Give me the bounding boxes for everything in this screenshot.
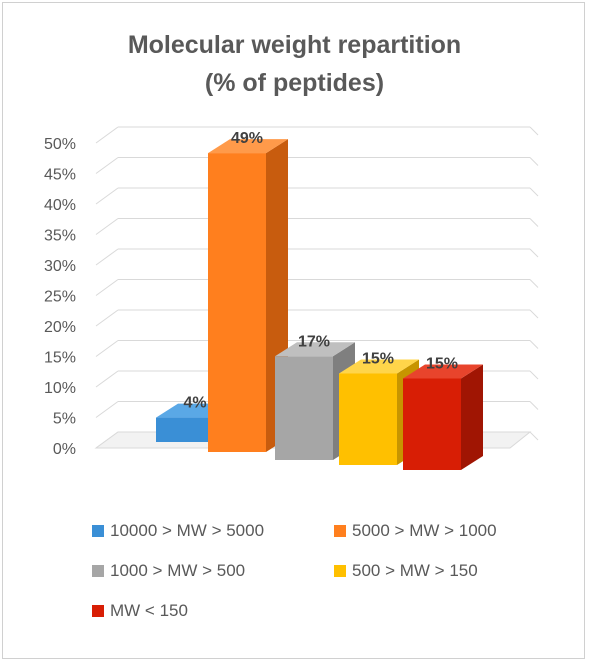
y-tick-label: 5% xyxy=(53,411,76,428)
gridline-edge xyxy=(529,187,539,197)
chart-subtitle: (% of peptides) xyxy=(204,69,385,97)
y-tick-label: 10% xyxy=(44,380,76,397)
legend-swatch xyxy=(92,565,104,577)
legend-item: 500 > MW > 150 xyxy=(334,561,478,581)
gridline-edge xyxy=(529,157,539,166)
bar xyxy=(403,364,483,470)
gridline-edge xyxy=(529,431,539,441)
y-tick-label: 35% xyxy=(44,228,76,245)
y-tick-label: 30% xyxy=(44,258,76,275)
bar-top xyxy=(275,342,355,357)
data-label: 4% xyxy=(183,395,206,412)
bar-front xyxy=(403,378,461,470)
bar-front xyxy=(275,356,333,460)
gridline-depth xyxy=(95,218,119,235)
y-tick-label: 25% xyxy=(44,289,76,306)
bar-front xyxy=(339,373,397,465)
bar-side xyxy=(461,364,483,470)
legend-item: 1000 > MW > 500 xyxy=(92,561,245,581)
gridline-depth xyxy=(95,309,119,327)
legend-label: 500 > MW > 150 xyxy=(352,561,478,580)
gridline-edge xyxy=(529,370,539,380)
bar-front xyxy=(156,417,214,442)
bar-top xyxy=(403,364,483,379)
gridline-depth xyxy=(95,401,119,418)
legend-label: 5000 > MW > 1000 xyxy=(352,521,497,540)
gridline-edge xyxy=(529,218,539,227)
y-tick-label: 40% xyxy=(44,197,76,214)
y-tick-label: 0% xyxy=(53,441,76,458)
gridline-depth xyxy=(95,187,119,205)
y-tick-label: 15% xyxy=(44,350,76,367)
legend-swatch xyxy=(92,605,104,617)
gridline-depth xyxy=(95,126,119,144)
legend-swatch xyxy=(334,525,346,537)
y-tick-label: 20% xyxy=(44,319,76,336)
bar-front xyxy=(208,153,266,452)
y-tick-label: 45% xyxy=(44,167,76,184)
bar-top xyxy=(339,359,419,374)
legend-item: MW < 150 xyxy=(92,601,188,621)
legend-item: 10000 > MW > 5000 xyxy=(92,521,264,541)
gridline-depth xyxy=(95,279,119,296)
data-label: 15% xyxy=(362,351,394,368)
gridline-depth xyxy=(95,370,119,388)
chart-title: Molecular weight repartition xyxy=(127,31,462,59)
data-label: 49% xyxy=(231,130,263,147)
y-tick-label: 50% xyxy=(44,136,76,153)
gridline-edge xyxy=(529,279,539,288)
gridline-edge xyxy=(529,126,539,136)
gridline-edge xyxy=(529,401,539,410)
gridline-depth xyxy=(95,340,119,357)
gridline-edge xyxy=(529,248,539,258)
gridline-depth xyxy=(95,248,119,266)
gridline-edge xyxy=(529,340,539,349)
legend-swatch xyxy=(92,525,104,537)
legend-label: 10000 > MW > 5000 xyxy=(110,521,265,540)
gridline-depth xyxy=(95,157,119,174)
bar-top xyxy=(208,139,288,154)
legend-swatch xyxy=(334,565,346,577)
legend-item: 5000 > MW > 1000 xyxy=(334,521,497,541)
data-label: 17% xyxy=(298,333,330,350)
gridline-edge xyxy=(529,309,539,319)
legend-label: 1000 > MW > 500 xyxy=(110,561,246,580)
legend-label: MW < 150 xyxy=(110,601,188,620)
data-label: 15% xyxy=(426,356,458,373)
